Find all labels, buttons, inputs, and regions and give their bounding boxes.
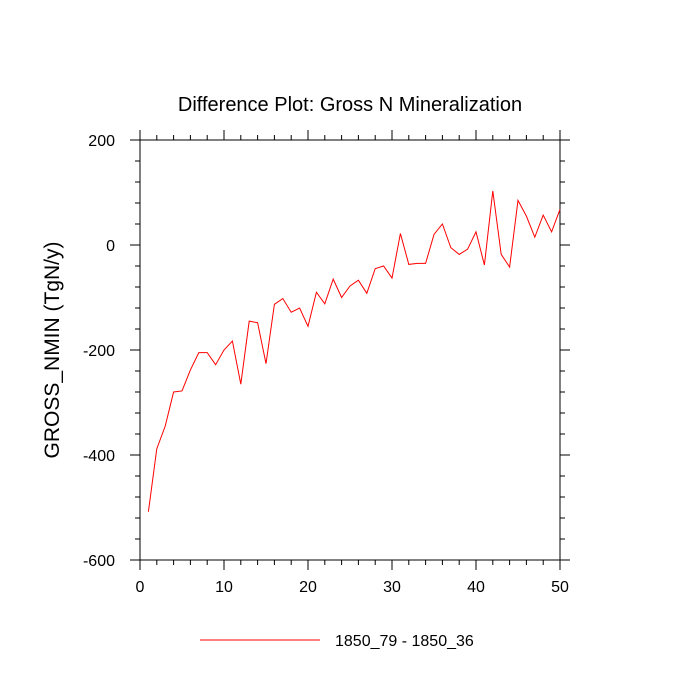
plot-frame (139, 139, 561, 561)
chart-title: Difference Plot: Gross N Mineralization (178, 94, 522, 116)
legend: 1850_79 - 1850_36 (200, 633, 474, 650)
legend-entry-label: 1850_79 - 1850_36 (335, 633, 474, 650)
x-tick-label: 0 (136, 579, 145, 596)
y-tick-label: 0 (106, 238, 115, 255)
x-tick-label: 40 (467, 579, 485, 596)
x-tick-label: 50 (551, 579, 569, 596)
axis-ticks (130, 130, 570, 570)
y-tick-label: 200 (88, 133, 115, 150)
y-tick-label: -600 (83, 553, 115, 570)
y-tick-label: -200 (83, 343, 115, 360)
axis-tick-labels: 0 10 20 30 40 50 200 0 -200 -400 -600 (83, 133, 569, 596)
y-axis-label: GROSS_NMIN (TgN/y) (41, 241, 64, 458)
x-tick-label: 20 (299, 579, 317, 596)
series-line-0 (147, 190, 561, 512)
x-tick-label: 10 (215, 579, 233, 596)
x-tick-label: 30 (383, 579, 401, 596)
y-tick-label: -400 (83, 448, 115, 465)
data-series (147, 190, 561, 512)
